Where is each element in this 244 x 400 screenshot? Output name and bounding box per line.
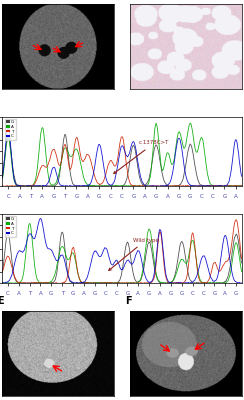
Text: Wild type: Wild type [109,238,159,270]
Text: c.1378C>T: c.1378C>T [114,140,169,174]
Legend: G, A, T, C: G, A, T, C [5,119,16,140]
Text: E: E [0,296,3,306]
Legend: G, A, T, C: G, A, T, C [5,216,16,237]
Text: F: F [125,296,132,306]
